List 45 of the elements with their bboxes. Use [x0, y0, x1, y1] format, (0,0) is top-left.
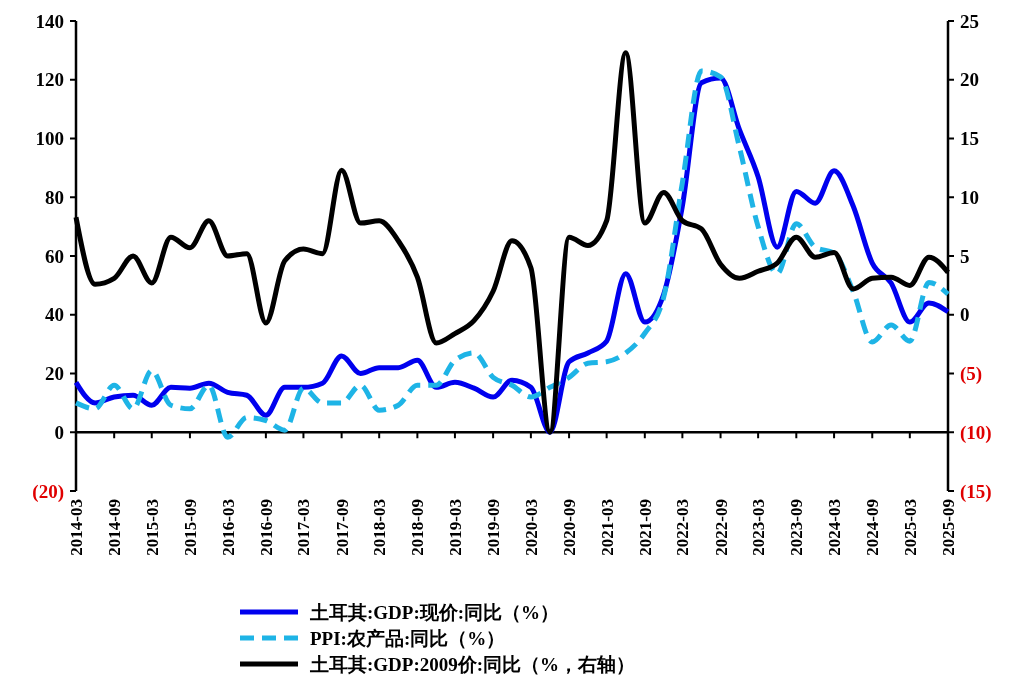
x-tick-label: 2025-09 — [938, 499, 958, 556]
x-tick-label: 2019-09 — [484, 499, 504, 556]
x-tick-label: 2015-09 — [180, 499, 200, 556]
x-tick-label: 2016-09 — [256, 499, 276, 556]
x-tick-label: 2014-03 — [66, 499, 86, 556]
y2-tick-label: 0 — [960, 304, 970, 326]
x-tick-label: 2014-09 — [105, 499, 125, 556]
x-tick-label: 2016-03 — [218, 499, 238, 556]
y2-tick-label: 20 — [960, 69, 979, 91]
y2-tick-label: 10 — [960, 186, 979, 208]
x-tick-label: 2018-03 — [370, 499, 390, 556]
y2-tick-label: (5) — [960, 363, 983, 386]
x-tick-label: 2022-09 — [711, 499, 731, 556]
x-tick-label: 2020-09 — [560, 499, 580, 556]
x-tick-label: 2015-03 — [142, 499, 162, 556]
x-tick-label: 2021-03 — [597, 499, 617, 556]
y2-tick-label: 25 — [960, 10, 979, 32]
y2-tick-label: 5 — [960, 245, 970, 267]
x-tick-label: 2022-03 — [673, 499, 693, 556]
y-tick-label: 80 — [45, 186, 64, 208]
x-tick-label: 2021-09 — [635, 499, 655, 556]
y-tick-label: (20) — [32, 480, 64, 503]
legend-label: 土耳其:GDP:现价:同比（%） — [309, 601, 560, 623]
y-tick-label: 40 — [45, 304, 64, 326]
x-tick-label: 2025-03 — [900, 499, 920, 556]
y-tick-label: 60 — [45, 245, 64, 267]
legend-label: 土耳其:GDP:2009价:同比（%，右轴） — [309, 653, 636, 675]
x-tick-label: 2023-09 — [787, 499, 807, 556]
x-tick-label: 2018-09 — [408, 499, 428, 556]
legend-label: PPI:农产品:同比（%） — [310, 627, 506, 649]
y2-tick-label: (10) — [960, 421, 992, 444]
x-tick-label: 2024-03 — [825, 499, 845, 556]
y-tick-label: 120 — [35, 69, 64, 91]
x-tick-label: 2020-03 — [521, 499, 541, 556]
x-tick-label: 2024-09 — [863, 499, 883, 556]
x-tick-label: 2017-09 — [332, 499, 352, 556]
x-tick-label: 2019-03 — [445, 499, 465, 556]
y-tick-label: 100 — [35, 128, 64, 150]
y-tick-label: 20 — [45, 363, 64, 385]
x-tick-label: 2017-03 — [294, 499, 314, 556]
x-tick-label: 2023-03 — [749, 499, 769, 556]
y2-tick-label: 15 — [960, 128, 979, 150]
y-tick-label: 0 — [54, 421, 64, 443]
y-tick-label: 140 — [35, 10, 64, 32]
y2-tick-label: (15) — [960, 480, 992, 503]
